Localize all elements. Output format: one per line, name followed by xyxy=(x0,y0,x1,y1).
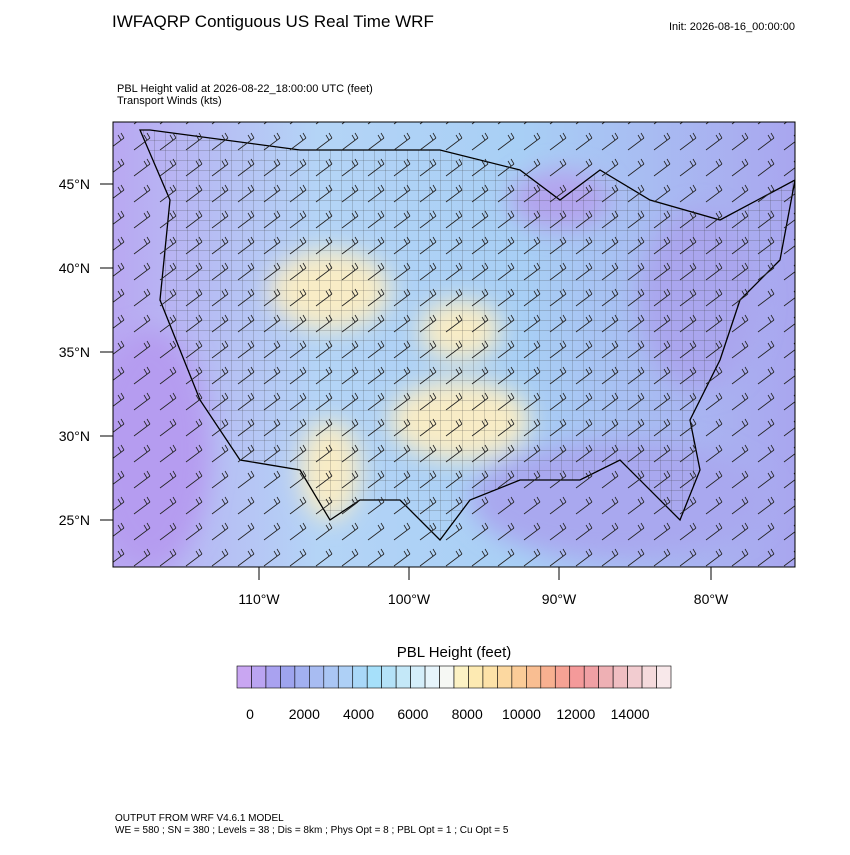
colorbar-label: 12000 xyxy=(556,706,595,722)
map xyxy=(113,122,795,567)
colorbar-labels: 0 2000 4000 6000 8000 10000 12000 14000 xyxy=(246,706,650,722)
colorbar-box xyxy=(424,665,440,689)
lon-label: 100°W xyxy=(388,591,431,607)
colorbar-box xyxy=(540,665,556,689)
colorbar-box xyxy=(323,665,339,689)
subtitle: PBL Height valid at 2026-08-22_18:00:00 … xyxy=(117,83,373,107)
colorbar xyxy=(236,665,672,689)
colorbar-label: 2000 xyxy=(289,706,320,722)
colorbar-box xyxy=(526,665,542,689)
colorbar-box xyxy=(352,665,368,689)
colorbar-box xyxy=(395,665,411,689)
colorbar-label: 8000 xyxy=(452,706,483,722)
lat-label: 40°N xyxy=(59,260,90,276)
colorbar-box xyxy=(280,665,296,689)
colorbar-label: 10000 xyxy=(502,706,541,722)
colorbar-box xyxy=(656,665,672,689)
colorbar-box xyxy=(366,665,382,689)
colorbar-box xyxy=(265,665,281,689)
colorbar-box xyxy=(294,665,310,689)
colorbar-box xyxy=(453,665,469,689)
colorbar-label: 6000 xyxy=(397,706,428,722)
colorbar-label: 4000 xyxy=(343,706,374,722)
subtitle-line: PBL Height valid at 2026-08-22_18:00:00 … xyxy=(117,83,373,95)
colorbar-box xyxy=(410,665,426,689)
colorbar-label: 0 xyxy=(246,706,254,722)
colorbar-box xyxy=(381,665,397,689)
colorbar-box xyxy=(482,665,498,689)
colorbar-box xyxy=(583,665,599,689)
colorbar-label: 14000 xyxy=(611,706,650,722)
lat-label: 45°N xyxy=(59,176,90,192)
colorbar-box xyxy=(439,665,455,689)
colorbar-box xyxy=(468,665,484,689)
colorbar-box xyxy=(337,665,354,689)
lon-label: 80°W xyxy=(694,591,729,607)
colorbar-box xyxy=(612,665,628,689)
lat-label: 30°N xyxy=(59,428,90,444)
colorbar-box xyxy=(627,665,643,689)
colorbar-box xyxy=(236,665,252,689)
lat-label: 25°N xyxy=(59,512,90,528)
colorbar-box xyxy=(497,665,513,689)
axis-labels: 45°N 40°N 35°N 30°N 25°N 110°W 100°W 90°W 80°W xyxy=(59,176,729,607)
subtitle-line: Transport Winds (kts) xyxy=(117,95,222,107)
footer-line: OUTPUT FROM WRF V4.6.1 MODEL xyxy=(115,813,284,824)
lon-label: 90°W xyxy=(542,591,577,607)
colorbar-box xyxy=(641,665,657,689)
colorbar-box xyxy=(554,665,571,689)
colorbar-title: PBL Height (feet) xyxy=(397,644,512,661)
footer-line: WE = 580 ; SN = 380 ; Levels = 38 ; Dis … xyxy=(115,825,509,836)
colorbar-box xyxy=(569,665,585,689)
colorbar-box xyxy=(598,665,614,689)
lat-label: 35°N xyxy=(59,344,90,360)
colorbar-box xyxy=(511,665,527,689)
lon-label: 110°W xyxy=(238,591,280,607)
colorbar-box xyxy=(251,665,267,689)
colorbar-box xyxy=(309,665,325,689)
title: IWFAQRP Contiguous US Real Time WRF xyxy=(112,12,434,31)
init-time: Init: 2026-08-16_00:00:00 xyxy=(669,21,795,33)
map-frame xyxy=(112,121,796,568)
